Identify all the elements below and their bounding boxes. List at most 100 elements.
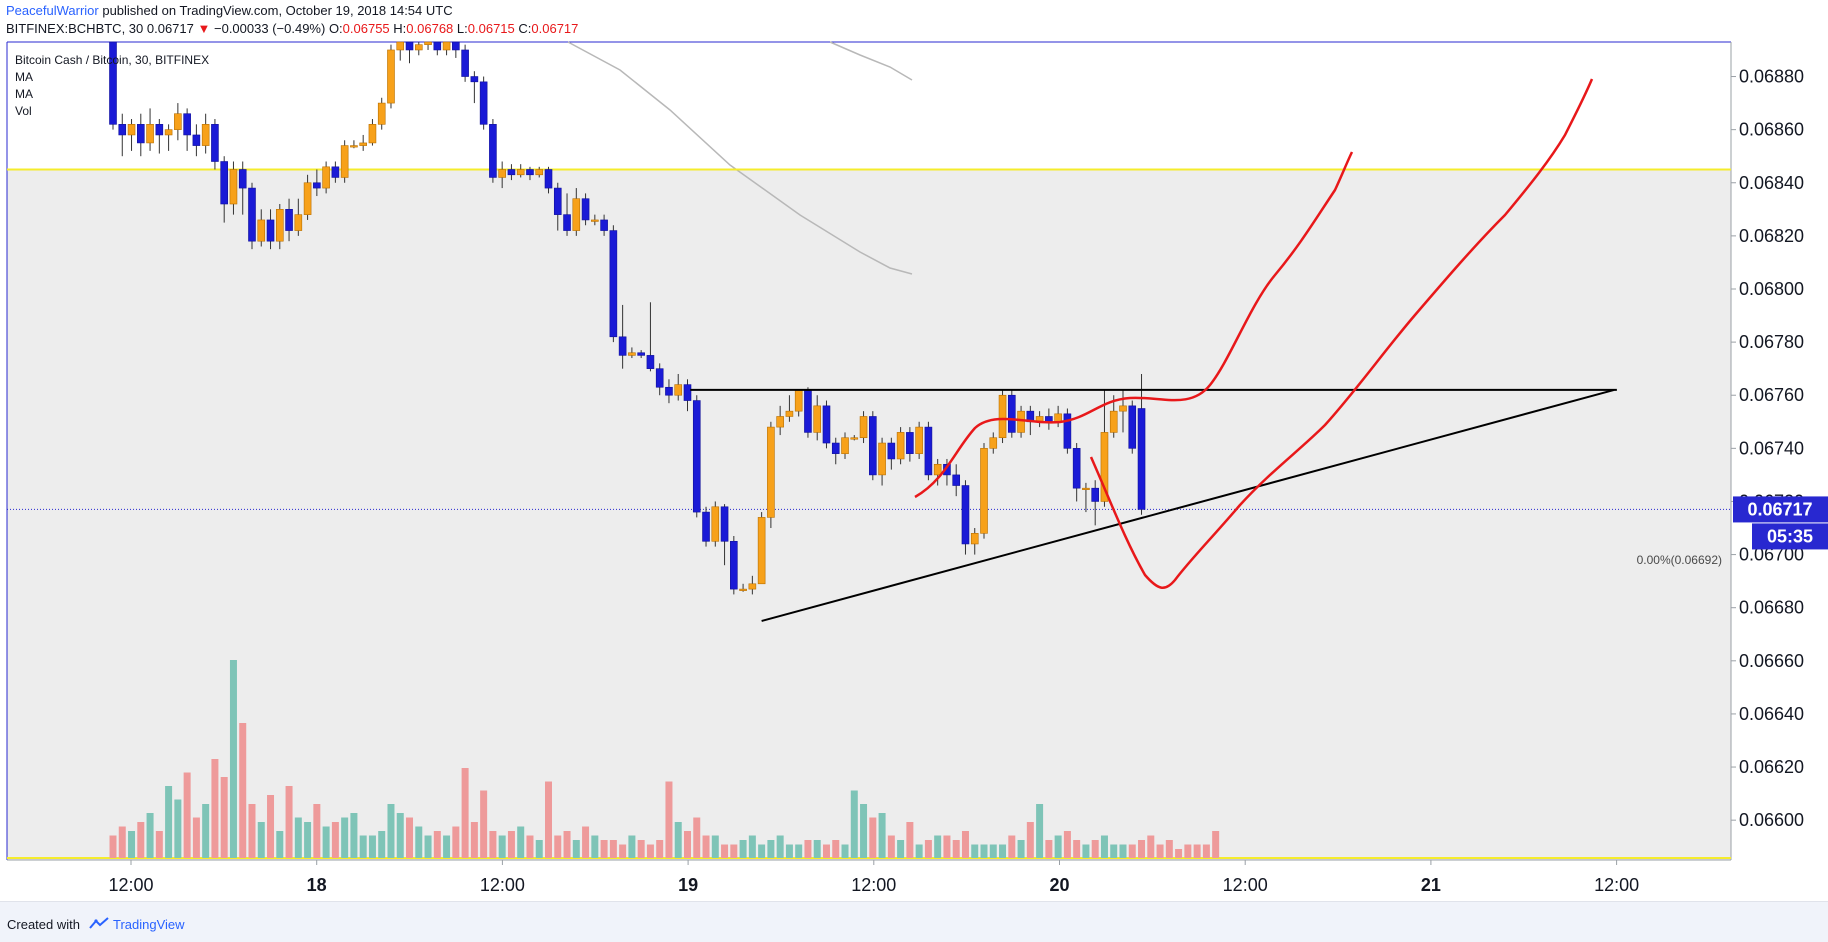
last-price-tag: 0.06717 05:35 — [1733, 496, 1828, 550]
close-label: C: — [518, 21, 532, 36]
last-price-tag-bg — [1733, 496, 1828, 523]
tradingview-logo-icon — [89, 917, 109, 929]
volume-bar — [452, 826, 460, 858]
volume-bar — [202, 804, 210, 858]
candle-body — [952, 474, 961, 486]
candle-body — [933, 463, 942, 476]
ma-line-1 — [829, 41, 913, 81]
candle — [285, 198, 293, 242]
legend-ma1[interactable]: MA — [15, 70, 33, 84]
candle — [257, 209, 266, 247]
volume-bar — [767, 840, 775, 858]
volume-bar — [1091, 840, 1099, 858]
candle-body — [794, 389, 803, 412]
candle — [1017, 405, 1025, 438]
volume-bar — [517, 826, 525, 858]
volume-bar — [146, 813, 154, 858]
volume-bar — [1138, 840, 1146, 858]
candle-body — [563, 214, 571, 231]
candle-body — [174, 113, 182, 130]
candle-body — [915, 426, 923, 454]
candle — [952, 464, 961, 497]
volume-bar — [934, 835, 942, 858]
legend-ma2[interactable]: MA — [15, 87, 33, 101]
time-axis[interactable]: 12:00 18 12:00 19 12:00 20 12:00 21 12:00 — [108, 860, 1639, 895]
candle — [618, 304, 627, 369]
open-value: 0.06755 — [342, 21, 390, 36]
volume-bar — [109, 835, 117, 858]
published-text: published on TradingView.com, October 19… — [102, 3, 453, 18]
candle-body — [526, 169, 534, 176]
candle-body — [720, 506, 729, 542]
candle — [470, 71, 479, 104]
candle-body — [313, 182, 321, 189]
volume-bar — [906, 822, 914, 858]
candle — [896, 427, 905, 465]
price-chart[interactable]: Bitcoin Cash / Bitcoin, 30, BITFINEX MA … — [0, 0, 1828, 901]
candle — [238, 161, 247, 215]
volume-bar — [1026, 822, 1034, 858]
candle — [368, 119, 377, 146]
candle-body — [368, 124, 377, 144]
price-tick-label: 0.06740 — [1739, 438, 1804, 458]
forecast-path-1[interactable] — [914, 151, 1354, 499]
volume-bar — [294, 817, 302, 858]
volume-bar — [387, 804, 395, 858]
candle-body — [767, 426, 775, 518]
candle-body — [1082, 487, 1090, 490]
price-tick-label: 0.06800 — [1739, 279, 1804, 299]
volume-bar — [739, 840, 747, 858]
candle-body — [1017, 410, 1025, 433]
high-label: H: — [393, 21, 407, 36]
volume-bar — [433, 831, 441, 858]
legend-vol[interactable]: Vol — [15, 104, 32, 118]
volume-bar — [480, 790, 488, 858]
candle — [461, 44, 469, 82]
candle — [581, 193, 590, 226]
chart-header: PeacefulWarrior published on TradingView… — [0, 0, 1828, 42]
candle-body — [433, 41, 442, 51]
volume-bar — [229, 660, 237, 858]
volume-bar — [118, 826, 126, 858]
candle — [841, 432, 849, 459]
time-tick-label: 12:00 — [1594, 875, 1639, 895]
volume-bar — [860, 804, 868, 858]
candle — [507, 164, 516, 181]
volume-bar — [220, 777, 228, 858]
volume-bar — [591, 835, 599, 858]
volume-bar — [999, 844, 1007, 858]
candle — [1109, 395, 1118, 438]
candle — [785, 395, 794, 422]
volume-bar — [192, 817, 200, 858]
candle — [822, 400, 831, 449]
candle-body — [692, 400, 701, 513]
candle-body — [553, 187, 562, 215]
candle-body — [507, 169, 516, 176]
volume-bar — [1212, 831, 1220, 858]
candle — [757, 512, 766, 585]
volume-bar — [137, 822, 145, 858]
candle — [915, 421, 923, 459]
candle-body — [776, 416, 784, 428]
price-axis[interactable]: 0.06880 0.06860 0.06840 0.06820 0.06800 0.067… — [1731, 67, 1804, 831]
forecast-path-2[interactable] — [1089, 78, 1594, 589]
volume-bar — [1110, 844, 1118, 858]
author-link[interactable]: PeacefulWarrior — [6, 3, 99, 18]
forecast-drawings[interactable] — [914, 78, 1594, 589]
candle — [127, 119, 136, 151]
candle-body — [628, 352, 636, 356]
volume-bar — [869, 817, 877, 858]
volume-bar — [368, 835, 376, 858]
volume-bar — [424, 835, 432, 858]
volume-bar — [841, 844, 849, 858]
volume-bar — [628, 835, 636, 858]
trendline-drawings[interactable] — [690, 388, 1617, 622]
volume-bar — [1128, 844, 1136, 858]
price-tick-label: 0.06840 — [1739, 173, 1804, 193]
volume-bar — [748, 835, 756, 858]
volume-bar — [1202, 844, 1210, 858]
tradingview-link[interactable]: TradingView — [113, 917, 185, 932]
candle — [804, 387, 812, 438]
triangle-support[interactable] — [761, 388, 1615, 622]
candle — [322, 161, 330, 194]
